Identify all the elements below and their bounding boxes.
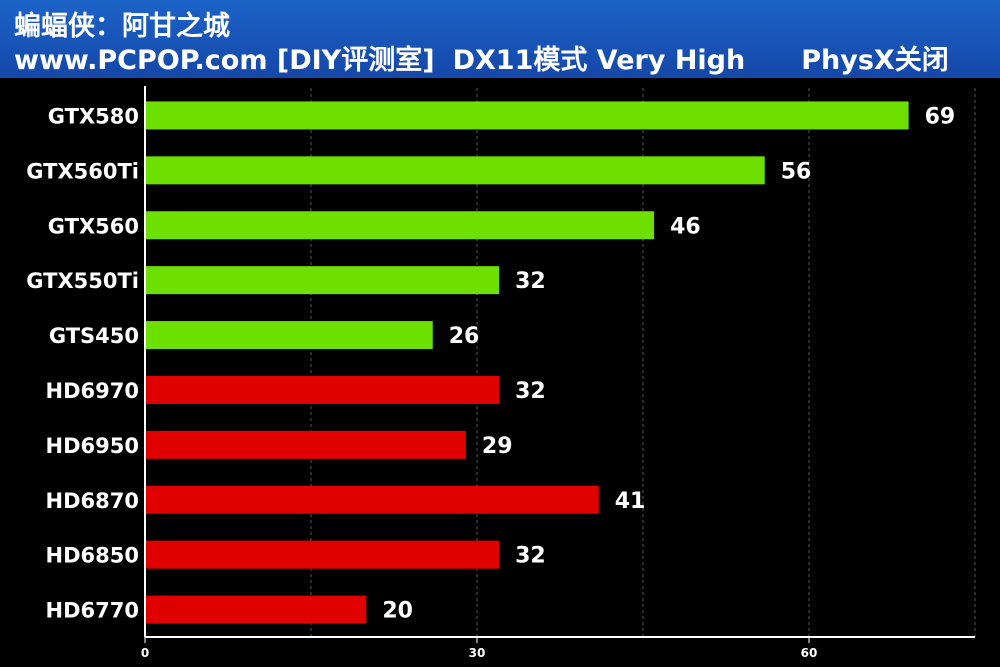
category-label: HD6970 bbox=[46, 379, 139, 403]
x-tick-label: 0 bbox=[141, 646, 149, 660]
physx-label: PhysX关闭 bbox=[801, 45, 949, 76]
category-label: GTS450 bbox=[49, 324, 139, 348]
data-label: 56 bbox=[781, 159, 812, 184]
chart-header: 蝙蝠侠：阿甘之城 www.PCPOP.com [DIY评测室] DX11模式 Ve… bbox=[0, 0, 1000, 78]
category-label: GTX560Ti bbox=[26, 159, 139, 183]
data-label: 32 bbox=[515, 269, 546, 294]
category-label: GTX560 bbox=[48, 214, 139, 238]
chart-subtitle: www.PCPOP.com [DIY评测室] DX11模式 Very High Ph… bbox=[14, 38, 949, 77]
site-label: www.PCPOP.com [DIY评测室] bbox=[14, 45, 435, 76]
mode-label: DX11模式 Very High bbox=[452, 45, 746, 76]
category-label: GTX550Ti bbox=[26, 269, 139, 293]
category-label: GTX580 bbox=[48, 104, 139, 128]
x-tick-label: 60 bbox=[801, 646, 818, 660]
bar bbox=[145, 101, 909, 130]
bar bbox=[145, 266, 500, 295]
bar bbox=[145, 540, 500, 569]
bar bbox=[145, 156, 765, 185]
bar bbox=[145, 430, 466, 459]
data-label: 29 bbox=[482, 434, 513, 459]
chart-title: 蝙蝠侠：阿甘之城 bbox=[14, 11, 230, 42]
x-tick-label: 30 bbox=[469, 646, 486, 660]
bar bbox=[145, 485, 599, 514]
bar-chart: 69 GTX580 56 GTX560Ti 46 GTX560 32 GTX550Ti 26 GT… bbox=[26, 86, 976, 660]
data-label: 20 bbox=[382, 599, 413, 624]
category-label: HD6950 bbox=[46, 434, 139, 458]
category-label: HD6870 bbox=[46, 489, 139, 513]
data-label: 26 bbox=[449, 324, 480, 349]
category-label: HD6770 bbox=[46, 599, 139, 623]
bar bbox=[145, 211, 655, 240]
data-label: 32 bbox=[515, 379, 546, 404]
data-label: 41 bbox=[615, 489, 646, 514]
bar bbox=[145, 375, 500, 404]
data-label: 69 bbox=[925, 104, 956, 129]
bar bbox=[145, 321, 433, 350]
bar bbox=[145, 595, 367, 624]
data-label: 32 bbox=[515, 544, 546, 569]
data-label: 46 bbox=[670, 214, 701, 239]
category-label: HD6850 bbox=[46, 544, 139, 568]
